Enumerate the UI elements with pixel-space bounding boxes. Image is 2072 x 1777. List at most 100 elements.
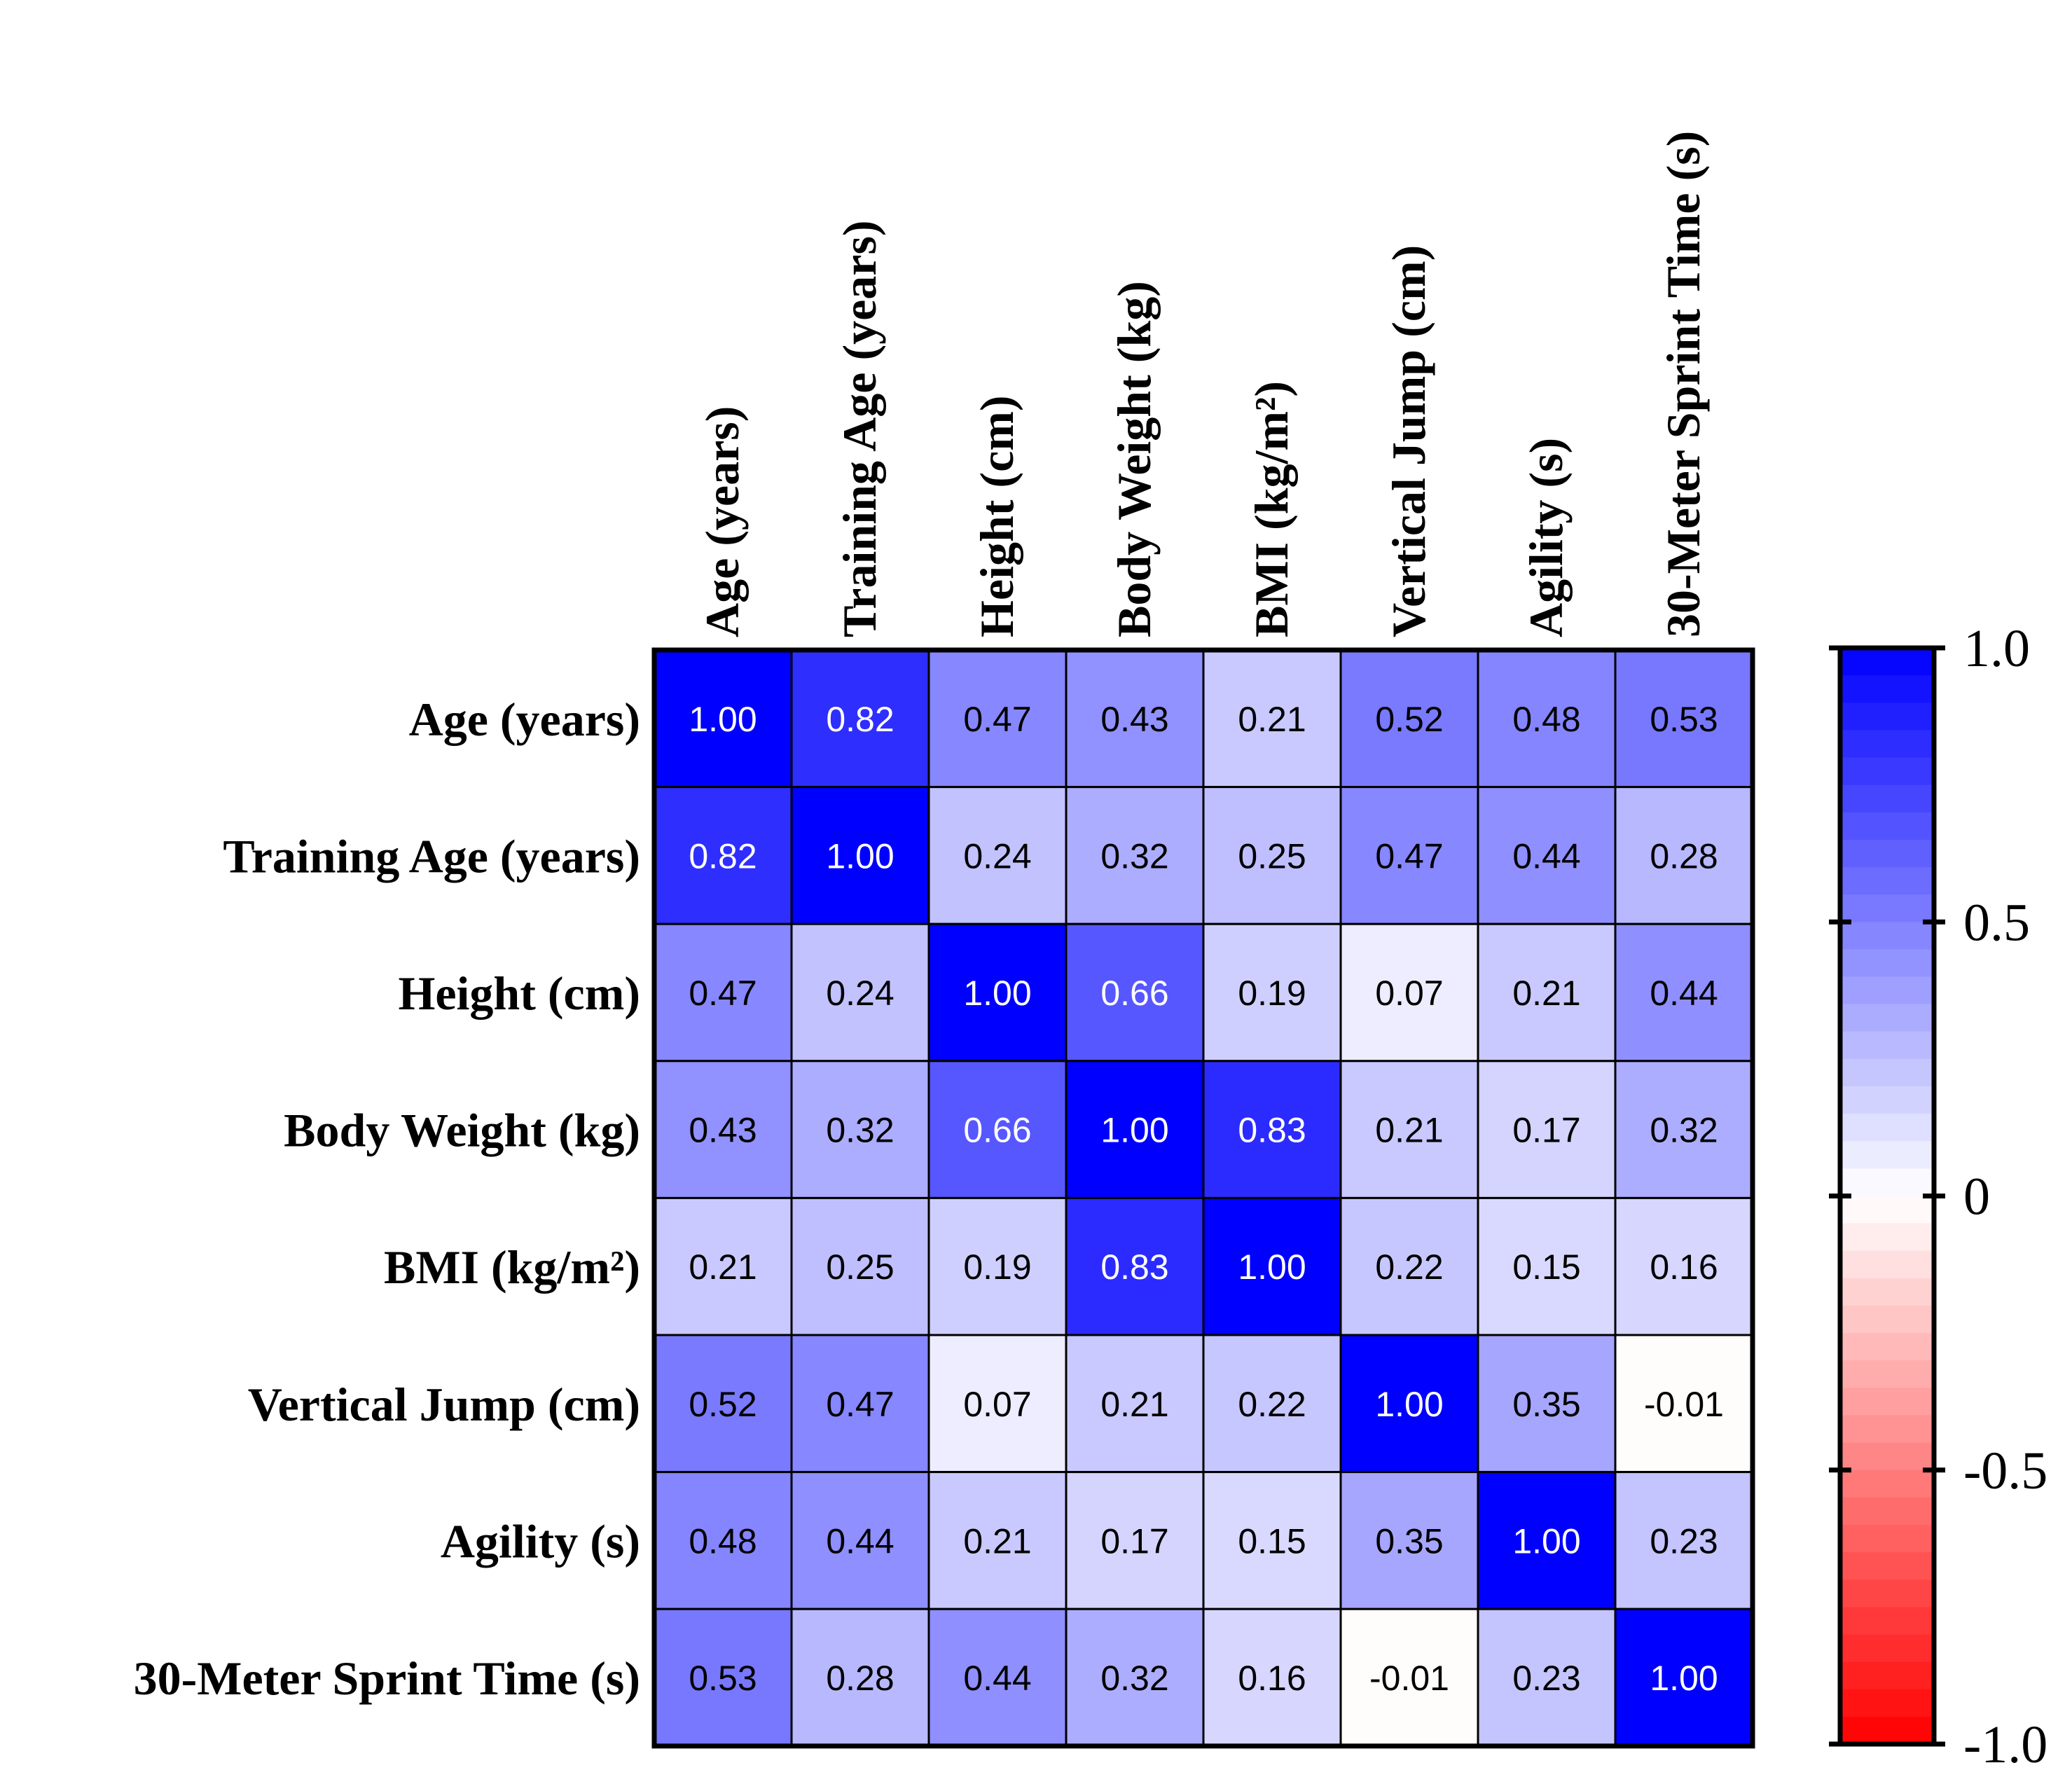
colorbar-step — [1840, 1306, 1934, 1334]
cell-value-label: 0.16 — [1650, 1247, 1718, 1287]
heatmap-cell — [1477, 922, 1617, 1063]
colorbar-step — [1840, 1607, 1934, 1636]
cell-value-label: 0.07 — [1375, 974, 1443, 1013]
heatmap-cell-values: 1.00 0.82 0.47 0.43 0.21 0.52 0.48 0.53 0.82 1.00… — [689, 700, 1724, 1698]
heatmap-cell — [1614, 1471, 1754, 1610]
cell-value-label: 0.25 — [1238, 836, 1306, 876]
cell-value-label: 0.16 — [1238, 1659, 1306, 1698]
cell-value-label: 0.19 — [1238, 974, 1306, 1013]
colorbar-step — [1840, 1250, 1934, 1279]
cell-value-label: 0.47 — [963, 700, 1031, 739]
cell-value-label: 0.21 — [1512, 974, 1580, 1013]
cell-value-label: 0.52 — [1375, 700, 1443, 739]
colorbar-tick-label: -1.0 — [1963, 1715, 2047, 1774]
colorbar-step — [1840, 1141, 1934, 1169]
column-label: 30-Meter Sprint Time (s) — [1657, 131, 1710, 637]
cell-value-label: 1.00 — [1650, 1659, 1718, 1698]
heatmap-border — [651, 647, 1755, 1749]
cell-value-label: 0.82 — [826, 700, 894, 739]
colorbar-step — [1840, 1525, 1934, 1553]
colorbar-step — [1840, 812, 1934, 841]
heatmap-cell — [1477, 1060, 1617, 1199]
cell-value-label: 0.32 — [1650, 1111, 1718, 1150]
heatmap-cell — [790, 1334, 930, 1474]
colorbar-step — [1840, 784, 1934, 813]
heatmap-cell — [1477, 1334, 1617, 1474]
column-label: Body Weight (kg) — [1107, 281, 1161, 637]
heatmap-cell — [1202, 1334, 1342, 1474]
heatmap-cell — [1202, 922, 1342, 1063]
colorbar-step — [1840, 1114, 1934, 1142]
colorbar-step — [1840, 648, 1934, 676]
heatmap-cells — [653, 649, 1754, 1748]
colorbar-step — [1840, 1058, 1934, 1087]
column-label: Height (cm) — [970, 395, 1023, 637]
heatmap-cell — [1202, 1060, 1342, 1199]
heatmap-cell — [1202, 1471, 1342, 1610]
cell-value-label: 0.24 — [963, 836, 1031, 876]
column-label: Age (years) — [696, 406, 749, 637]
cell-value-label: 0.83 — [1238, 1111, 1306, 1150]
colorbar-step — [1840, 757, 1934, 786]
colorbar-step — [1840, 1168, 1934, 1197]
colorbar-step — [1840, 1661, 1934, 1690]
colorbar-step — [1840, 1689, 1934, 1717]
cell-value-label: 0.44 — [1512, 836, 1580, 876]
heatmap-cell — [790, 649, 930, 789]
cell-value-label: 0.15 — [1512, 1247, 1580, 1287]
heatmap-cell — [1065, 1060, 1205, 1199]
cell-value-label: 0.21 — [689, 1247, 757, 1287]
row-label: 30-Meter Sprint Time (s) — [134, 1652, 640, 1705]
cell-value-label: 0.53 — [1650, 700, 1718, 739]
cell-value-label: 0.66 — [963, 1111, 1031, 1150]
colorbar-step — [1840, 730, 1934, 759]
cell-value-label: 0.28 — [826, 1659, 894, 1698]
heatmap-cell — [927, 1334, 1068, 1474]
heatmap-cell — [1339, 786, 1479, 925]
row-labels: Age (years) Training Age (years) Height (c… — [134, 693, 640, 1705]
colorbar-step — [1840, 1196, 1934, 1224]
cell-value-label: 0.19 — [963, 1247, 1031, 1287]
cell-value-label: 1.00 — [1375, 1385, 1443, 1424]
cell-value-label: 0.53 — [689, 1659, 757, 1698]
cell-value-label: 0.48 — [1512, 700, 1580, 739]
heatmap-cell — [1614, 1334, 1754, 1474]
colorbar-step — [1840, 1716, 1934, 1745]
cell-value-label: 1.00 — [963, 974, 1031, 1013]
cell-value-label: 0.32 — [1100, 836, 1168, 876]
colorbar-step — [1840, 1004, 1934, 1032]
cell-value-label: 0.17 — [1512, 1111, 1580, 1150]
cell-value-label: 1.00 — [1238, 1247, 1306, 1287]
cell-value-label: 0.44 — [826, 1521, 894, 1561]
heatmap-cell — [653, 649, 793, 789]
cell-value-label: 1.00 — [689, 700, 757, 739]
heatmap-cell — [1477, 1196, 1617, 1336]
cell-value-label: 0.48 — [689, 1521, 757, 1561]
row-label: BMI (kg/m²) — [384, 1240, 640, 1294]
cell-value-label: 0.47 — [689, 974, 757, 1013]
cell-value-label: 0.32 — [1100, 1659, 1168, 1698]
cell-value-label: 1.00 — [826, 836, 894, 876]
colorbar-tick-label: -0.5 — [1963, 1441, 2047, 1500]
colorbar-step — [1840, 1442, 1934, 1471]
cell-value-label: 0.35 — [1512, 1385, 1580, 1424]
colorbar-step — [1840, 976, 1934, 1005]
row-label: Training Age (years) — [223, 829, 640, 883]
cell-value-label: 0.43 — [689, 1111, 757, 1150]
colorbar-step — [1840, 1031, 1934, 1060]
heatmap-cell — [1614, 1196, 1754, 1336]
colorbar-step — [1840, 703, 1934, 731]
heatmap-cell — [1065, 922, 1205, 1063]
heatmap-cell — [1065, 1196, 1205, 1336]
cell-value-label: 0.15 — [1238, 1521, 1306, 1561]
heatmap-cell — [1065, 786, 1205, 925]
cell-value-label: 0.21 — [963, 1521, 1031, 1561]
cell-value-label: 0.82 — [689, 836, 757, 876]
colorbar-step — [1840, 867, 1934, 895]
cell-value-label: 0.23 — [1650, 1521, 1718, 1561]
colorbar-step — [1840, 1388, 1934, 1416]
heatmap-cell — [1202, 1196, 1342, 1336]
heatmap-cell — [927, 1471, 1068, 1610]
cell-value-label: 0.44 — [963, 1659, 1031, 1698]
